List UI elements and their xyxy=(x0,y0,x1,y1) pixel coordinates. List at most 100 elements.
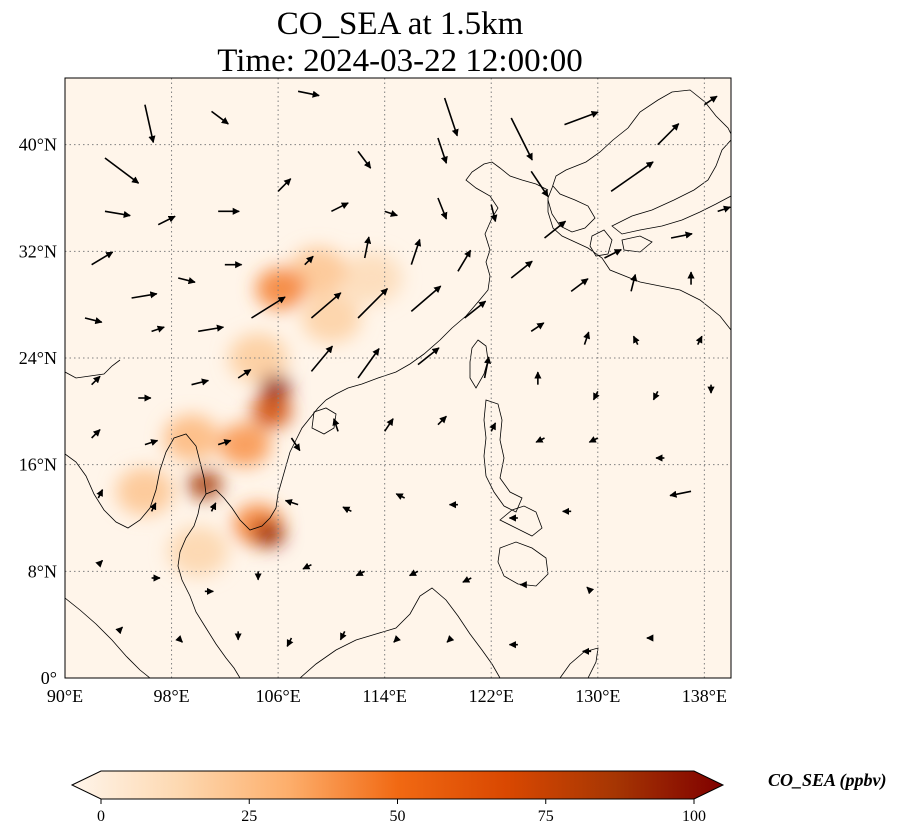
wind-vector-97 xyxy=(393,635,401,643)
wind-vector-45 xyxy=(530,322,545,332)
co-hotspot-8 xyxy=(255,267,306,310)
wind-vector-88 xyxy=(408,569,419,577)
wind-vector-19 xyxy=(437,197,448,220)
colorbar-tick-label-1: 25 xyxy=(241,808,257,825)
wind-vector-24 xyxy=(717,205,731,213)
wind-vector-44 xyxy=(464,300,487,319)
coastline-hainan xyxy=(311,407,337,435)
wind-vector-37 xyxy=(84,317,103,325)
colorbar-tick-label-4: 100 xyxy=(682,808,706,825)
wind-vector-89 xyxy=(462,576,472,583)
co-hotspot-1 xyxy=(168,526,229,577)
colorbar-tick-label-3: 75 xyxy=(538,808,554,825)
wind-vector-55 xyxy=(417,347,440,366)
wind-vector-25 xyxy=(91,251,114,266)
wind-vector-86 xyxy=(302,562,312,570)
wind-vector-11 xyxy=(657,123,680,146)
wind-vector-78 xyxy=(395,493,406,500)
wind-vector-43 xyxy=(410,285,442,312)
wind-vector-54 xyxy=(357,348,380,379)
wind-vector-77 xyxy=(342,506,352,514)
map-background xyxy=(65,78,731,678)
lat-tick-label-4: 32°N xyxy=(19,241,57,261)
wind-vector-13 xyxy=(104,210,131,219)
wind-vector-46 xyxy=(583,331,591,345)
wind-vector-82 xyxy=(95,559,104,568)
title-line-1: CO_SEA at 1.5km xyxy=(276,6,524,42)
wind-vector-75 xyxy=(209,502,217,512)
coastline-japan-kyushu xyxy=(589,229,613,257)
wind-vector-32 xyxy=(457,249,472,272)
wind-vector-93 xyxy=(175,635,183,643)
wind-vector-29 xyxy=(304,255,314,266)
wind-vector-26 xyxy=(131,291,158,299)
wind-vector-17 xyxy=(331,202,349,213)
latitude-ticks: 0° 8°N 16°N 24°N 32°N 40°N xyxy=(19,135,57,688)
map-title: CO_SEA at 1.5km Time: 2024-03-22 12:00:0… xyxy=(0,6,800,80)
wind-vector-41 xyxy=(310,292,342,319)
wind-vector-30 xyxy=(363,236,372,259)
coastline-myanmar xyxy=(65,433,207,529)
coastline-bay-of-bengal xyxy=(65,359,121,379)
coastline-luzon xyxy=(483,399,523,513)
lon-tick-label-2: 106°E xyxy=(256,686,301,706)
co-hotspot-13 xyxy=(260,374,291,401)
wind-vector-12 xyxy=(703,95,718,106)
title-line-2: Time: 2024-03-22 12:00:00 xyxy=(217,43,583,79)
wind-vector-42 xyxy=(357,288,389,319)
lat-tick-label-5: 40°N xyxy=(19,135,57,155)
coastline-japan-shikoku xyxy=(621,235,653,253)
co-hotspot-5 xyxy=(116,467,174,516)
wind-vector-73 xyxy=(96,488,104,499)
wind-vector-39 xyxy=(198,324,225,333)
coastlines xyxy=(65,89,731,678)
wind-vector-35 xyxy=(630,273,638,292)
wind-vector-5 xyxy=(437,137,448,164)
lon-tick-label-3: 114°E xyxy=(362,686,407,706)
wind-vector-96 xyxy=(339,630,347,641)
coastline-mindanao xyxy=(497,541,549,587)
wind-vector-56 xyxy=(483,356,492,379)
wind-vector-62 xyxy=(144,439,159,446)
wind-vector-10 xyxy=(610,161,654,192)
wind-vector-51 xyxy=(191,378,210,386)
wind-vector-8 xyxy=(530,170,549,198)
lon-tick-label-0: 90°E xyxy=(47,686,83,706)
colorbar-tick-label-0: 0 xyxy=(97,808,105,825)
wind-vector-64 xyxy=(290,437,301,452)
gridlines xyxy=(65,78,731,678)
wind-vector-92 xyxy=(115,626,124,635)
wind-vector-34 xyxy=(570,278,589,292)
wind-vector-23 xyxy=(670,231,693,239)
wind-vector-0 xyxy=(104,157,140,184)
co-hotspot-7 xyxy=(218,423,271,467)
wind-vector-63 xyxy=(217,439,232,446)
coastline-visayas xyxy=(499,505,543,537)
coastline-indochina xyxy=(177,399,327,678)
wind-vector-95 xyxy=(286,637,294,648)
wind-vector-31 xyxy=(410,238,422,265)
co-hotspot-10 xyxy=(251,394,292,429)
colorbar-ticks: 0 25 50 75 100 xyxy=(97,799,706,825)
wind-vector-38 xyxy=(151,325,165,333)
wind-vector-58 xyxy=(592,390,600,401)
wind-vector-76 xyxy=(284,499,299,506)
wind-vector-2 xyxy=(211,110,229,125)
colorbar: 0 25 50 75 100 xyxy=(70,770,725,825)
colorbar-gradient xyxy=(70,770,725,800)
wind-vector-65 xyxy=(332,418,340,432)
lon-tick-label-1: 98°E xyxy=(153,686,189,706)
coastline-sumatra xyxy=(65,597,151,678)
wind-vector-6 xyxy=(443,97,459,137)
coastline-taiwan xyxy=(469,339,489,389)
wind-vector-3 xyxy=(297,90,320,98)
coastline-east-asia xyxy=(547,89,731,331)
lat-tick-label-1: 8°N xyxy=(28,561,57,581)
wind-vector-67 xyxy=(437,415,447,426)
longitude-ticks: 90°E 98°E 106°E 114°E 122°E 130°E 138°E xyxy=(47,686,727,706)
lon-tick-label-4: 122°E xyxy=(469,686,514,706)
wind-vector-33 xyxy=(510,260,533,279)
coastline-korea xyxy=(547,185,596,233)
co-hotspot-12 xyxy=(252,520,285,548)
